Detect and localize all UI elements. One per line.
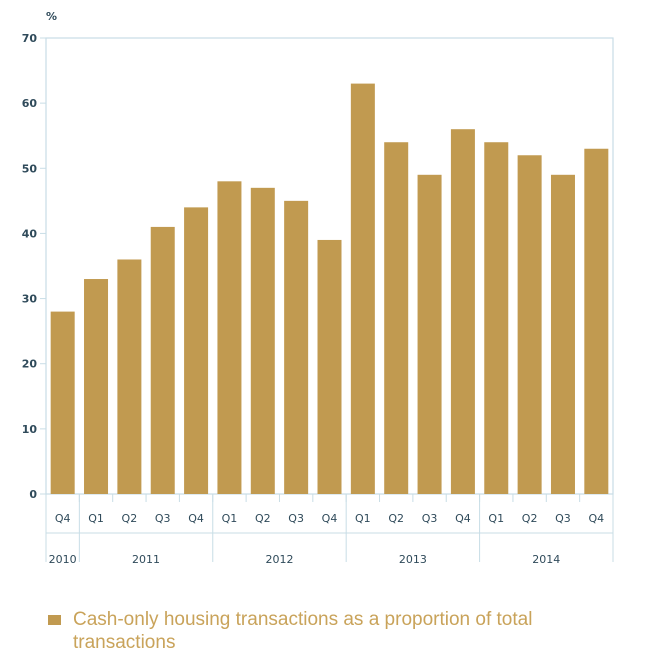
- year-label: 2013: [399, 553, 427, 566]
- bar: [250, 187, 275, 495]
- x-tick-label: Q1: [222, 512, 238, 525]
- x-tick-label: Q3: [288, 512, 304, 525]
- x-tick-label: Q1: [88, 512, 104, 525]
- year-label: 2010: [49, 553, 77, 566]
- x-tick-label: Q3: [555, 512, 571, 525]
- bar-chart: % 0 10 20 30 40 50 60 70 Q4 Q1 Q2 Q3 Q4 Q1 Q2 Q3 Q4 Q1 Q2 Q3…: [22, 10, 614, 566]
- x-tick-label: Q4: [55, 512, 71, 525]
- bar: [517, 155, 542, 494]
- legend: Cash-only housing transactions as a prop…: [48, 608, 628, 654]
- y-tick-label: 40: [22, 227, 38, 240]
- bar: [584, 148, 609, 494]
- bar: [350, 83, 375, 494]
- bar: [450, 129, 475, 494]
- bar: [550, 174, 575, 495]
- x-tick-label: Q4: [588, 512, 604, 525]
- x-tick-label: Q3: [422, 512, 438, 525]
- y-tick-label: 70: [22, 32, 38, 45]
- bar: [84, 279, 109, 494]
- legend-label: Cash-only housing transactions as a prop…: [73, 609, 533, 653]
- y-axis-label: %: [46, 10, 57, 23]
- year-label: 2012: [265, 553, 293, 566]
- x-tick-label: Q2: [388, 512, 404, 525]
- x-tick-label: Q3: [155, 512, 171, 525]
- year-label: 2011: [132, 553, 160, 566]
- x-tick-label: Q2: [255, 512, 271, 525]
- legend-swatch: [48, 615, 61, 625]
- y-tick-label: 30: [22, 293, 38, 306]
- y-tick-label: 60: [22, 97, 38, 110]
- bar: [217, 181, 242, 495]
- y-tick-label: 50: [22, 162, 38, 175]
- x-tick-label: Q4: [322, 512, 338, 525]
- year-label: 2014: [532, 553, 560, 566]
- x-tick-label: Q1: [488, 512, 504, 525]
- bar: [284, 200, 309, 494]
- bar: [417, 174, 442, 495]
- x-tick-label: Q1: [355, 512, 371, 525]
- y-tick-label: 0: [29, 488, 37, 501]
- y-tick-label: 10: [22, 423, 38, 436]
- x-tick-label: Q4: [455, 512, 471, 525]
- bar: [50, 311, 75, 494]
- x-tick-label: Q4: [188, 512, 204, 525]
- bar: [317, 239, 342, 494]
- bar: [150, 226, 175, 494]
- y-tick-label: 20: [22, 358, 38, 371]
- x-tick-label: Q2: [522, 512, 538, 525]
- bar: [484, 142, 509, 494]
- bar: [184, 207, 209, 494]
- bar: [384, 142, 409, 494]
- bar: [117, 259, 142, 494]
- x-tick-label: Q2: [122, 512, 138, 525]
